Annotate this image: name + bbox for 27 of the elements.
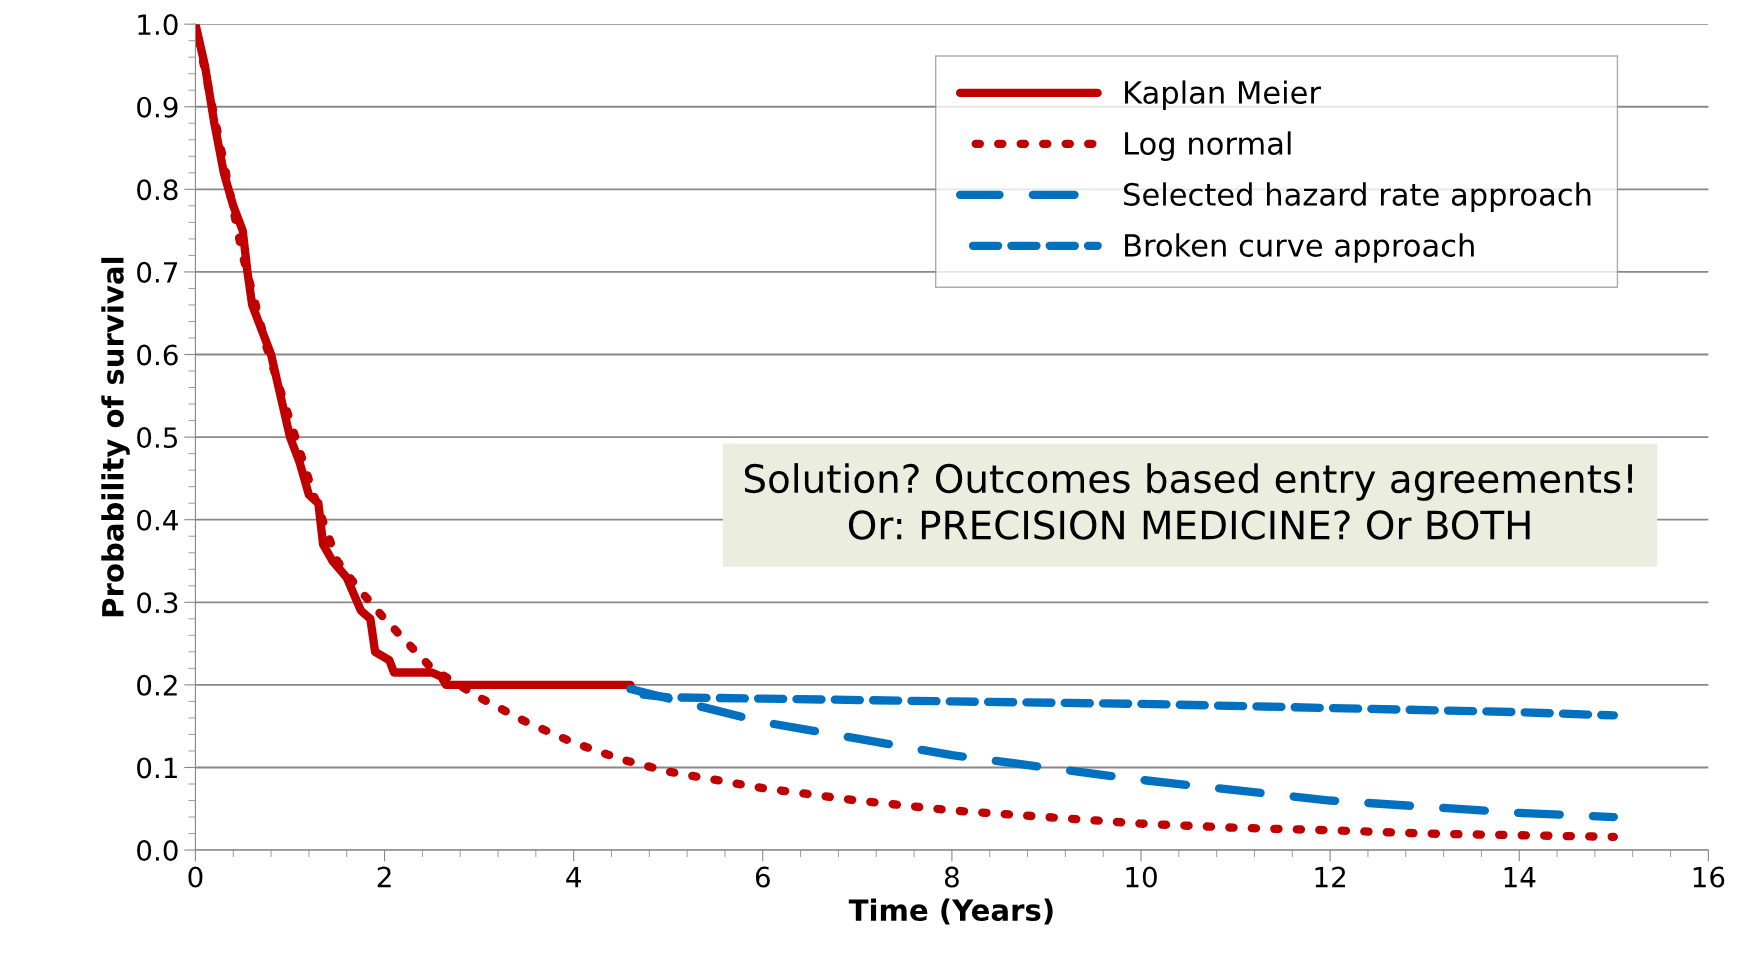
x-tick-label: 12 xyxy=(1315,866,1346,888)
x-tick-label: 14 xyxy=(1504,866,1536,888)
x-tick-label: 8 xyxy=(944,866,959,888)
x-tick-label: 16 xyxy=(1693,866,1725,888)
y-tick-label: 0.1 xyxy=(137,757,177,779)
y-tick-label: 0.8 xyxy=(137,179,178,201)
x-tick-label: 10 xyxy=(1126,866,1157,888)
annotation: Solution? Outcomes based entry agreements! Or: PRECISION MEDICINE? Or BOTH xyxy=(744,463,1632,540)
x-axis-title: Time (Years) xyxy=(848,898,1053,925)
y-tick-label: 0.7 xyxy=(137,261,178,283)
y-tick-label: 0.0 xyxy=(137,840,178,862)
y-axis-title: Probability of survival xyxy=(101,257,130,617)
y-tick-label: 0.2 xyxy=(137,674,177,696)
x-tick-label: 4 xyxy=(566,866,581,888)
legend-label: Selected hazard rate approach xyxy=(1124,182,1591,212)
legend-label: Kaplan Meier xyxy=(1125,80,1321,110)
y-tick-label: 0.9 xyxy=(137,96,178,118)
y-tick-label: 0.6 xyxy=(137,344,178,366)
legend-label: Broken curve approach xyxy=(1125,233,1474,263)
y-tick-label: 0.3 xyxy=(137,592,178,614)
x-tick-label: 0 xyxy=(188,866,203,888)
y-tick-label: 1.0 xyxy=(138,14,178,36)
x-tick-label: 2 xyxy=(377,866,391,888)
x-tick-label: 6 xyxy=(755,866,770,888)
y-tick-label: 0.5 xyxy=(137,427,178,449)
y-tick-label: 0.4 xyxy=(137,509,178,531)
legend-label: Log normal xyxy=(1125,131,1291,161)
